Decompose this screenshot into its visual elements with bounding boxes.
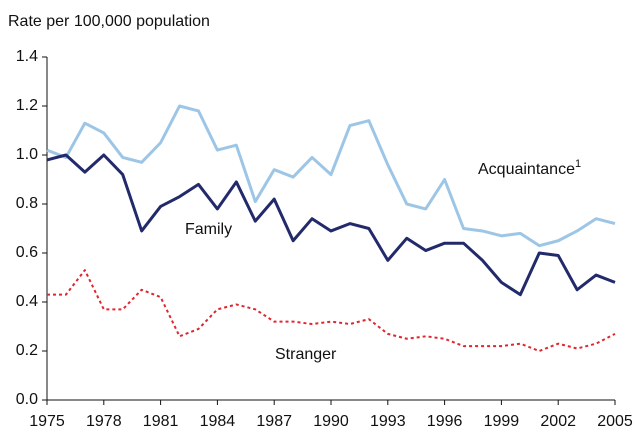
series-label: Stranger bbox=[275, 346, 337, 363]
series-name: Stranger bbox=[275, 346, 337, 363]
y-tick-label: 0.4 bbox=[16, 293, 38, 310]
series-line bbox=[46, 104, 616, 248]
x-tick-label: 2005 bbox=[597, 413, 633, 430]
x-tick-label: 1996 bbox=[427, 413, 463, 430]
series-label: Family bbox=[185, 221, 232, 238]
series-line bbox=[47, 269, 616, 352]
y-tick-label: 1.0 bbox=[16, 146, 38, 163]
y-tick-label: 1.4 bbox=[16, 48, 38, 65]
y-tick-label: 0.2 bbox=[16, 342, 38, 359]
x-tick-label: 1981 bbox=[143, 413, 179, 430]
series-name: Acquaintance bbox=[478, 161, 575, 178]
x-tick-label: 1990 bbox=[313, 413, 349, 430]
x-tick-label: 2002 bbox=[540, 413, 576, 430]
x-tick-label: 1978 bbox=[86, 413, 122, 430]
series-line bbox=[46, 153, 616, 297]
y-tick-label: 1.2 bbox=[16, 97, 38, 114]
x-tick-label: 1984 bbox=[200, 413, 236, 430]
y-tick-label: 0.6 bbox=[16, 244, 38, 261]
x-tick-label: 1987 bbox=[256, 413, 292, 430]
y-tick-label: 0.8 bbox=[16, 195, 38, 212]
y-tick-label: 0.0 bbox=[16, 391, 38, 408]
x-tick-label: 1975 bbox=[29, 413, 65, 430]
footnote-mark: 1 bbox=[575, 158, 581, 170]
series-name: Family bbox=[185, 221, 232, 238]
y-axis-label: Rate per 100,000 population bbox=[8, 13, 210, 30]
series-label: Acquaintance1 bbox=[478, 158, 581, 178]
x-tick-label: 1993 bbox=[370, 413, 406, 430]
x-tick-label: 1999 bbox=[484, 413, 520, 430]
